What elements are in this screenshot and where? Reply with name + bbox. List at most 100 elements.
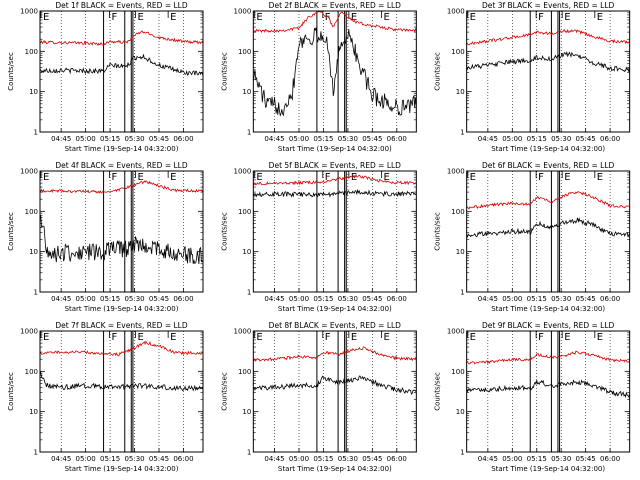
x-tick-label: 04:45 (51, 295, 71, 303)
segment-marker-label: E (170, 332, 176, 343)
series-red-line (253, 173, 417, 186)
panel-title: Det 7f BLACK = Events, RED = LLD (55, 321, 188, 330)
segment-marker-label: F (538, 172, 544, 183)
y-tick-label: 1000 (447, 328, 465, 336)
y-tick-label: 1 (460, 449, 464, 457)
panel-title: Det 5f BLACK = Events, RED = LLD (269, 161, 402, 170)
y-axis-label: Counts/sec (434, 212, 442, 251)
x-tick-label: 04:45 (478, 135, 498, 143)
x-tick-label: 05:45 (576, 135, 596, 143)
y-tick-label: 10 (242, 408, 251, 416)
x-axis-label: Start Time (19-Sep-14 04:32:00) (491, 305, 605, 313)
y-tick-label: 1000 (447, 168, 465, 176)
panel-det-7: Det 7f BLACK = Events, RED = LLD Start Ti… (7, 321, 204, 473)
segment-marker-label: F (538, 12, 544, 23)
x-tick-label: 05:30 (551, 455, 571, 463)
x-tick-label: 05:15 (527, 455, 547, 463)
segment-marker-label: E (597, 332, 603, 343)
x-axis-label: Start Time (19-Sep-14 04:32:00) (491, 145, 605, 153)
x-tick-label: 05:30 (124, 455, 144, 463)
x-tick-label: 05:15 (100, 295, 120, 303)
y-tick-label: 1000 (20, 8, 38, 16)
series-black-line (252, 375, 417, 395)
series-black-line (39, 214, 204, 265)
segment-marker-label: F (111, 332, 117, 343)
panel-det-2: Det 2f BLACK = Events, RED = LLD Start Ti… (220, 1, 417, 153)
y-tick-label: 100 (25, 208, 38, 216)
y-tick-label: 1 (247, 289, 251, 297)
panel-title: Det 1f BLACK = Events, RED = LLD (55, 1, 188, 10)
x-tick-label: 05:30 (338, 135, 358, 143)
segment-marker-label: E (138, 12, 144, 23)
panel-det-5: Det 5f BLACK = Events, RED = LLD Start Ti… (220, 161, 417, 313)
y-tick-label: 10 (456, 408, 465, 416)
x-tick-label: 05:30 (338, 455, 358, 463)
x-tick-label: 05:45 (149, 455, 169, 463)
panel-det-1: Det 1f BLACK = Events, RED = LLD Start Ti… (7, 1, 204, 153)
y-tick-label: 100 (238, 208, 251, 216)
x-tick-label: 05:00 (76, 455, 96, 463)
y-axis-label: Counts/sec (434, 372, 442, 411)
x-tick-label: 04:45 (478, 455, 498, 463)
segment-marker-label: E (138, 172, 144, 183)
segment-marker-label: E (256, 12, 262, 23)
x-tick-label: 05:30 (124, 135, 144, 143)
segment-marker-label: E (138, 332, 144, 343)
x-tick-label: 05:15 (313, 295, 333, 303)
panel-det-6: Det 6f BLACK = Events, RED = LLD Start Ti… (434, 161, 631, 313)
x-tick-label: 04:45 (264, 455, 284, 463)
series-red-line (466, 191, 630, 210)
series-black-line (466, 379, 631, 399)
segment-marker-label: E (564, 172, 570, 183)
plot-frame (466, 170, 631, 293)
segment-marker-label: E (43, 12, 49, 23)
x-tick-label: 05:15 (313, 455, 333, 463)
y-tick-label: 1 (460, 289, 464, 297)
panel-title: Det 3f BLACK = Events, RED = LLD (482, 1, 615, 10)
x-axis-label: Start Time (19-Sep-14 04:32:00) (278, 465, 392, 473)
segment-marker-label: E (470, 12, 476, 23)
segment-marker-label: E (351, 12, 357, 23)
segment-marker-label: F (111, 172, 117, 183)
y-tick-label: 100 (238, 48, 251, 56)
segment-marker-label: E (256, 332, 262, 343)
series-black-line (466, 217, 630, 239)
x-tick-label: 05:00 (289, 295, 309, 303)
segment-marker-label: F (325, 172, 331, 183)
x-tick-label: 06:00 (600, 455, 620, 463)
y-axis-label: Counts/sec (220, 372, 228, 411)
series-black-line (39, 54, 204, 77)
x-tick-label: 04:45 (264, 295, 284, 303)
y-tick-label: 10 (29, 88, 38, 96)
x-tick-label: 05:15 (100, 455, 120, 463)
x-tick-label: 05:30 (338, 295, 358, 303)
panel-title: Det 6f BLACK = Events, RED = LLD (482, 161, 615, 170)
segment-marker-label: E (43, 172, 49, 183)
segment-marker-label: E (383, 332, 389, 343)
series-black-line (252, 27, 417, 117)
segment-marker-label: E (256, 172, 262, 183)
plot-frame (252, 330, 417, 453)
x-tick-label: 05:45 (362, 455, 382, 463)
x-axis-label: Start Time (19-Sep-14 04:32:00) (491, 465, 605, 473)
segment-marker-label: E (383, 172, 389, 183)
panel-title: Det 2f BLACK = Events, RED = LLD (269, 1, 402, 10)
x-tick-label: 05:00 (289, 455, 309, 463)
y-axis-label: Counts/sec (7, 372, 15, 411)
x-tick-label: 05:45 (362, 295, 382, 303)
y-tick-label: 10 (29, 248, 38, 256)
x-axis-label: Start Time (19-Sep-14 04:32:00) (278, 305, 392, 313)
plot-frame (252, 170, 417, 293)
x-axis-label: Start Time (19-Sep-14 04:32:00) (65, 145, 179, 153)
segment-marker-label: E (564, 12, 570, 23)
x-tick-label: 06:00 (387, 295, 407, 303)
y-tick-label: 1 (460, 129, 464, 137)
x-tick-label: 05:30 (551, 295, 571, 303)
y-tick-label: 1000 (447, 8, 465, 16)
x-tick-label: 05:15 (100, 135, 120, 143)
x-tick-label: 06:00 (600, 135, 620, 143)
x-tick-label: 04:45 (264, 135, 284, 143)
x-tick-label: 05:00 (76, 135, 96, 143)
series-red-line (39, 30, 204, 47)
